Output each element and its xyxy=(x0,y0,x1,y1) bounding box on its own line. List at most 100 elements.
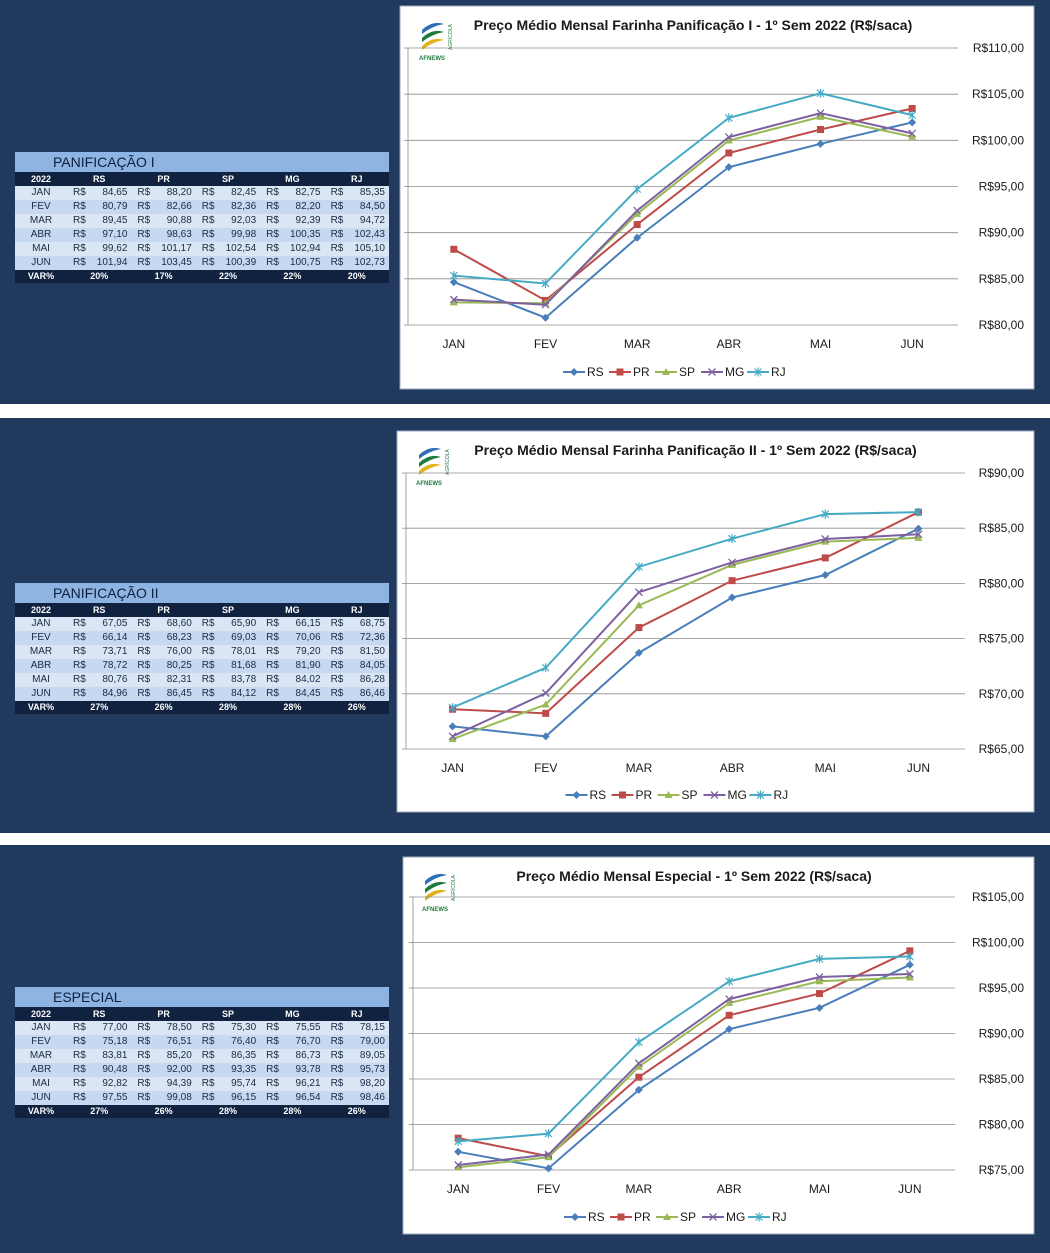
price-cell: R$ 82,45 xyxy=(196,186,260,200)
table-title: ESPECIAL xyxy=(15,987,389,1007)
price-value: 68,60 xyxy=(166,618,192,629)
table-row: MAI R$ 92,82 R$ 94,39 R$ 95,74 R$ 96,21 R$ 98,20 xyxy=(15,1077,389,1091)
data-point-pr xyxy=(635,624,643,632)
price-value: 69,03 xyxy=(231,632,257,643)
data-point-sp xyxy=(724,136,733,144)
price-cell: R$ 102,94 xyxy=(260,242,324,256)
data-point-mg xyxy=(454,1161,463,1169)
y-tick-label: R$80,00 xyxy=(979,1118,1025,1132)
data-point-pr xyxy=(725,149,733,157)
data-point-rj xyxy=(634,1037,643,1047)
series-line-mg xyxy=(452,533,919,738)
currency-symbol: R$ xyxy=(201,257,215,268)
y-tick-label: R$75,00 xyxy=(979,632,1025,646)
data-point-pr xyxy=(633,221,641,229)
x-tick-label: JAN xyxy=(442,337,465,351)
price-cell: R$ 86,45 xyxy=(131,687,195,701)
price-table-2: PANIFICAÇÃO II 2022 RS PR SP MG RJ JAN R$ 67,05 R$… xyxy=(15,583,389,714)
row-month: JUN xyxy=(31,1092,51,1103)
price-cell: R$ 80,79 xyxy=(67,200,131,214)
price-cell: R$ 85,35 xyxy=(325,186,389,200)
data-point-rs xyxy=(914,524,923,533)
legend-label: MG xyxy=(726,1210,745,1224)
currency-symbol: R$ xyxy=(73,1064,86,1075)
data-point-rj xyxy=(454,1136,463,1146)
data-point-rj xyxy=(755,1212,763,1222)
currency-symbol: R$ xyxy=(201,1022,215,1033)
series-line-mg xyxy=(453,112,913,306)
data-point-rj xyxy=(725,976,734,986)
price-cell: R$ 98,46 xyxy=(325,1091,389,1105)
table-row: JAN R$ 77,00 R$ 78,50 R$ 75,30 R$ 75,55 R$ 78,15 xyxy=(15,1021,389,1035)
year-header: 2022 xyxy=(30,1009,52,1019)
price-cell: R$ 75,55 xyxy=(260,1021,324,1035)
currency-symbol: R$ xyxy=(137,688,151,699)
year-header: 2022 xyxy=(30,174,52,184)
y-tick-label: R$70,00 xyxy=(979,687,1025,701)
price-value: 102,73 xyxy=(354,257,385,268)
currency-symbol: R$ xyxy=(266,1022,279,1033)
data-point-mg xyxy=(448,732,457,741)
column-header-rs: RS xyxy=(92,605,106,615)
price-value: 81,50 xyxy=(359,646,385,657)
data-point-mg xyxy=(905,970,914,978)
currency-symbol: R$ xyxy=(73,674,86,685)
price-value: 97,55 xyxy=(102,1092,128,1103)
price-cell: R$ 96,21 xyxy=(260,1077,324,1091)
year-header: 2022 xyxy=(30,605,52,615)
price-value: 85,35 xyxy=(359,187,385,198)
price-cell: R$ 76,40 xyxy=(196,1035,260,1049)
currency-symbol: R$ xyxy=(266,243,279,254)
price-cell: R$ 84,45 xyxy=(260,687,324,701)
series-line-pr xyxy=(452,511,919,715)
price-value: 79,00 xyxy=(359,1036,385,1047)
currency-symbol: R$ xyxy=(330,660,344,671)
currency-symbol: R$ xyxy=(137,201,151,212)
currency-symbol: R$ xyxy=(137,1064,151,1075)
legend-label: RS xyxy=(587,365,604,379)
table-row: JUN R$ 97,55 R$ 99,08 R$ 96,15 R$ 96,54 R$ 98,46 xyxy=(15,1091,389,1105)
variation-value: 28% xyxy=(218,1106,237,1116)
legend-label: RS xyxy=(588,1210,605,1224)
table-row: ABR R$ 78,72 R$ 80,25 R$ 81,68 R$ 81,90 R$ 84,05 xyxy=(15,659,389,673)
row-month: FEV xyxy=(31,632,51,643)
price-cell: R$ 83,78 xyxy=(196,673,260,687)
data-point-pr xyxy=(908,104,916,112)
price-value: 89,05 xyxy=(359,1050,385,1061)
currency-symbol: R$ xyxy=(266,674,279,685)
price-value: 90,48 xyxy=(102,1064,128,1075)
currency-symbol: R$ xyxy=(201,646,215,657)
price-cell: R$ 65,90 xyxy=(196,617,260,631)
data-point-rs xyxy=(908,118,917,127)
currency-symbol: R$ xyxy=(201,201,215,212)
data-point-pr xyxy=(542,709,550,717)
column-header-pr: PR xyxy=(157,605,170,615)
column-header-rs: RS xyxy=(92,174,106,184)
price-value: 94,72 xyxy=(359,215,385,226)
row-month: ABR xyxy=(30,1064,52,1075)
data-point-mg xyxy=(815,973,824,981)
currency-symbol: R$ xyxy=(73,646,86,657)
table-row: MAR R$ 73,71 R$ 76,00 R$ 78,01 R$ 79,20 R$ 81,50 xyxy=(15,645,389,659)
data-point-sp xyxy=(914,533,923,541)
price-value: 102,54 xyxy=(225,243,257,254)
currency-symbol: R$ xyxy=(330,229,344,240)
variation-value: 27% xyxy=(90,1106,109,1116)
price-cell: R$ 84,02 xyxy=(260,673,324,687)
price-value: 73,71 xyxy=(102,646,128,657)
currency-symbol: R$ xyxy=(137,1036,151,1047)
price-value: 82,66 xyxy=(166,201,192,212)
y-tick-label: R$80,00 xyxy=(979,576,1025,590)
series-line-sp xyxy=(452,536,919,741)
price-value: 72,36 xyxy=(359,632,385,643)
price-cell: R$ 86,46 xyxy=(325,687,389,701)
price-value: 81,90 xyxy=(295,660,321,671)
row-month: ABR xyxy=(30,660,52,671)
data-point-pr xyxy=(616,368,624,376)
price-value: 70,06 xyxy=(295,632,321,643)
chart-card xyxy=(396,430,1035,813)
data-point-rs xyxy=(728,593,737,602)
data-point-pr xyxy=(817,126,824,134)
table-column-header: 2022 RS PR SP MG RJ xyxy=(15,1007,389,1021)
